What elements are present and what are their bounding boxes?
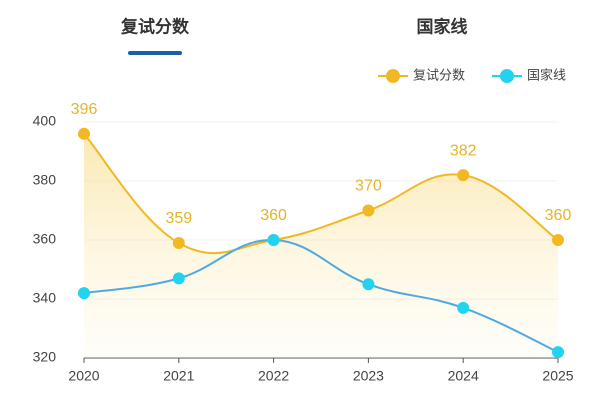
tab-active[interactable]: 复试分数 bbox=[120, 16, 190, 36]
x-tick-label: 2025 bbox=[542, 368, 573, 384]
tab[interactable]: 国家线 bbox=[417, 16, 468, 36]
point bbox=[267, 234, 280, 246]
x-tick-label: 2021 bbox=[163, 368, 194, 384]
x-tick-label: 2024 bbox=[448, 368, 479, 384]
point bbox=[78, 127, 90, 140]
y-tick-label: 400 bbox=[33, 113, 57, 129]
y-tick-label: 340 bbox=[33, 290, 57, 306]
value-label: 370 bbox=[355, 178, 382, 195]
point bbox=[552, 234, 564, 246]
value-label: 360 bbox=[260, 207, 287, 224]
x-tick-label: 2023 bbox=[353, 368, 384, 384]
area bbox=[84, 133, 558, 358]
legend-label: 复试分数 bbox=[413, 67, 465, 82]
legend-marker bbox=[500, 69, 514, 83]
value-label: 359 bbox=[165, 210, 192, 227]
point bbox=[362, 278, 375, 291]
point bbox=[457, 301, 470, 314]
y-tick-label: 380 bbox=[33, 172, 57, 188]
tab-underline bbox=[128, 51, 182, 55]
value-label: 382 bbox=[450, 142, 477, 159]
value-label: 396 bbox=[71, 101, 98, 118]
x-tick-label: 2022 bbox=[258, 368, 289, 384]
x-tick-label: 2020 bbox=[68, 368, 99, 384]
y-tick-label: 360 bbox=[33, 231, 57, 247]
y-tick-label: 320 bbox=[33, 349, 57, 365]
value-label: 360 bbox=[545, 207, 572, 224]
point bbox=[552, 346, 564, 359]
line bbox=[83, 133, 559, 255]
point bbox=[78, 287, 90, 300]
point bbox=[172, 272, 185, 285]
legend-label: 国家线 bbox=[527, 67, 566, 82]
point bbox=[457, 169, 470, 182]
point bbox=[362, 204, 375, 217]
point bbox=[172, 236, 185, 249]
legend-marker bbox=[386, 69, 400, 83]
